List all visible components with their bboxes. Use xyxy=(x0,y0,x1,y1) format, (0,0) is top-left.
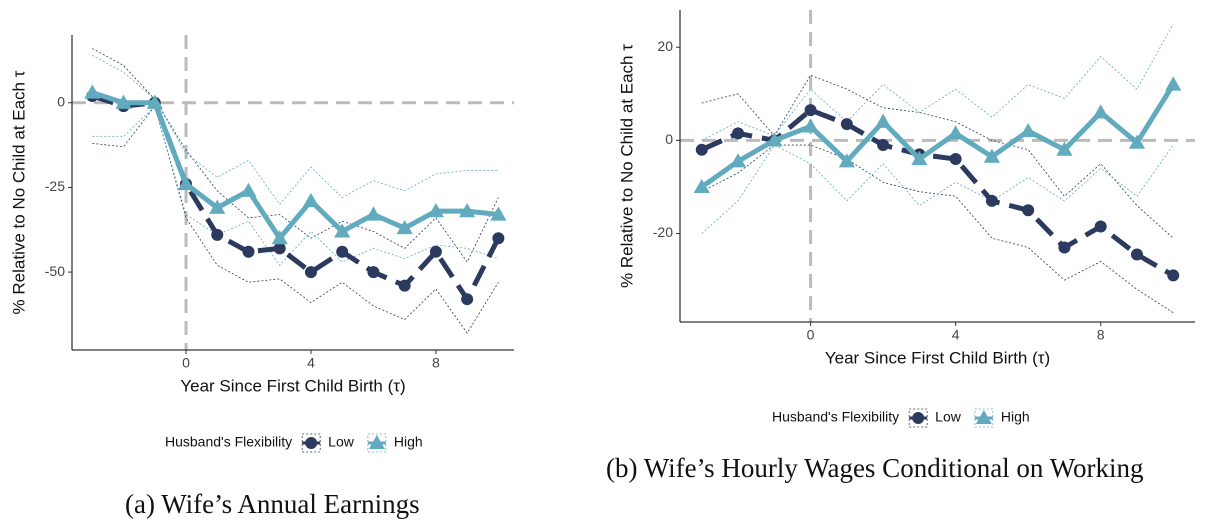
point xyxy=(983,148,1001,163)
y-tick-label: -20 xyxy=(653,224,673,240)
point xyxy=(240,182,257,197)
point xyxy=(729,153,747,168)
point xyxy=(211,228,224,241)
point xyxy=(766,132,783,147)
point xyxy=(877,139,890,152)
point xyxy=(840,118,853,131)
point xyxy=(242,245,255,258)
point xyxy=(367,266,380,279)
x-axis-label: Year Since First Child Birth (τ) xyxy=(825,348,1050,367)
point xyxy=(492,232,505,245)
y-tick-label: -50 xyxy=(45,263,65,279)
point xyxy=(911,150,928,166)
y-axis-label: % Relative to No Child at Each τ xyxy=(9,70,28,314)
point xyxy=(115,94,132,109)
point xyxy=(985,194,998,207)
caption: (a) Wife’s Annual Earnings xyxy=(125,489,420,519)
point xyxy=(273,242,286,255)
ci-line xyxy=(701,23,1174,141)
point xyxy=(398,279,411,292)
point xyxy=(1128,134,1146,149)
point xyxy=(396,219,413,235)
x-tick-label: 4 xyxy=(952,327,960,343)
legend-key xyxy=(908,408,928,428)
point xyxy=(1056,141,1073,156)
point xyxy=(461,293,474,306)
point xyxy=(1167,269,1180,282)
legend-key xyxy=(368,435,385,449)
legend-key xyxy=(974,408,994,428)
point xyxy=(302,192,320,208)
point xyxy=(84,84,101,99)
point xyxy=(146,94,163,109)
point xyxy=(695,143,708,156)
y-axis-label: % Relative to No Child at Each τ xyxy=(617,44,636,288)
legend-key xyxy=(912,412,925,424)
legend-key xyxy=(301,433,321,453)
x-axis-label: Year Since First Child Birth (τ) xyxy=(180,376,405,395)
point xyxy=(459,203,476,218)
legend-key xyxy=(975,410,992,424)
caption: (b) Wife’s Hourly Wages Conditional on W… xyxy=(606,453,1144,483)
legend-title: Husband's Flexibility xyxy=(772,409,899,425)
point xyxy=(490,206,507,221)
point xyxy=(336,245,349,258)
point xyxy=(874,113,892,128)
series-line xyxy=(700,107,1175,278)
point xyxy=(1020,122,1037,138)
point xyxy=(693,178,710,194)
point xyxy=(429,245,442,258)
point xyxy=(1092,104,1109,119)
point xyxy=(209,199,226,214)
legend-label: High xyxy=(1001,409,1030,425)
legend-key xyxy=(367,433,387,453)
series-line xyxy=(91,93,501,305)
point xyxy=(732,127,745,140)
point xyxy=(427,203,445,218)
point xyxy=(1058,241,1071,254)
ci-line xyxy=(701,74,1174,239)
y-tick-label: -25 xyxy=(45,178,65,194)
point xyxy=(304,266,317,279)
x-tick-label: 8 xyxy=(432,355,440,371)
point xyxy=(802,118,819,133)
x-tick-label: 4 xyxy=(307,355,315,371)
legend-label: High xyxy=(394,434,423,450)
ci-line xyxy=(92,105,499,266)
legend-title: Husband's Flexibility xyxy=(165,434,292,450)
legend-label: Low xyxy=(935,409,962,425)
point xyxy=(1022,204,1035,217)
ci-line xyxy=(701,144,1174,234)
legend-label: Low xyxy=(328,434,355,450)
y-tick-label: 0 xyxy=(665,131,673,147)
y-tick-label: 20 xyxy=(657,38,673,54)
point xyxy=(838,153,855,168)
point xyxy=(949,153,962,166)
x-tick-label: 0 xyxy=(807,327,815,343)
ci-line xyxy=(92,54,499,206)
point xyxy=(271,230,288,245)
series-line xyxy=(700,83,1176,189)
point xyxy=(177,175,195,191)
point xyxy=(1094,220,1107,233)
legend-key xyxy=(305,437,318,449)
point xyxy=(1165,76,1182,91)
point xyxy=(804,104,817,117)
point xyxy=(334,223,351,238)
point xyxy=(365,206,382,221)
point xyxy=(947,125,964,140)
x-tick-label: 0 xyxy=(182,355,190,371)
y-tick-label: 0 xyxy=(57,93,65,109)
ci-line xyxy=(92,105,499,334)
x-tick-label: 8 xyxy=(1097,327,1105,343)
ci-line xyxy=(92,48,499,263)
point xyxy=(1130,248,1143,261)
